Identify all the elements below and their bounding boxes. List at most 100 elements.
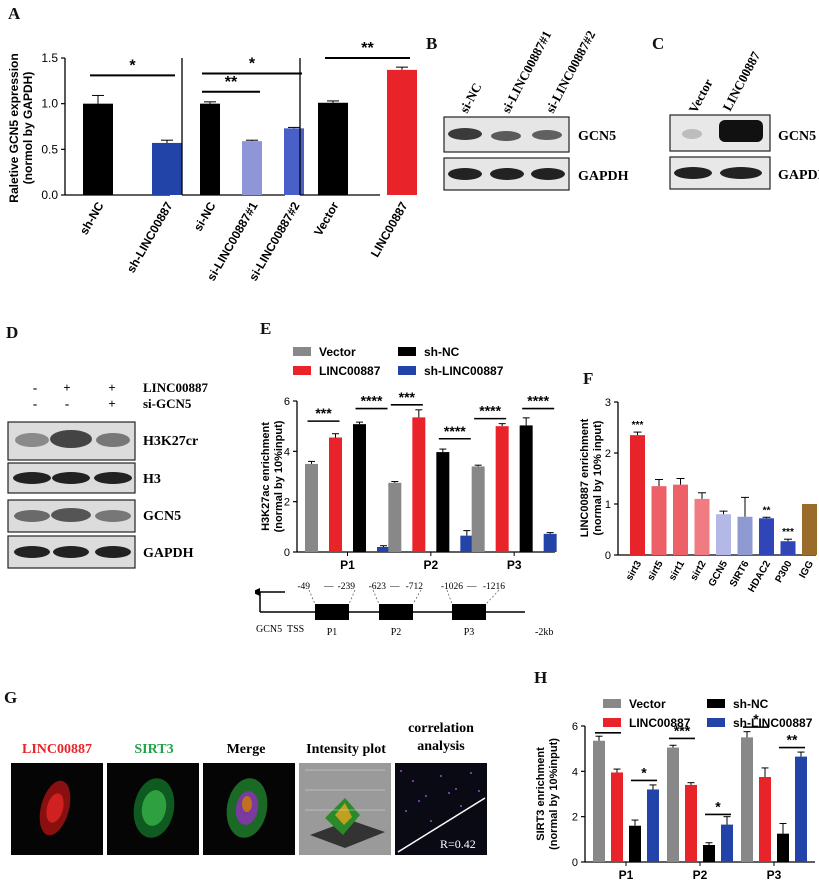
bar xyxy=(329,437,342,552)
x-tick-label: P2 xyxy=(423,558,438,572)
blot-band xyxy=(51,508,91,522)
correlation-title-line1: correlation xyxy=(408,721,474,736)
significance-label: ** xyxy=(225,74,238,91)
y-tick-label: 2 xyxy=(572,812,578,824)
bar xyxy=(716,514,731,555)
blot-c-row-label: GCN5 xyxy=(778,129,816,144)
bar xyxy=(721,824,733,862)
channel-title-linc00887: LINC00887 xyxy=(22,742,92,757)
region-start: -1026 xyxy=(441,582,463,592)
y-tick-label: 1.0 xyxy=(41,97,58,111)
blot-d-row-label: GCN5 xyxy=(143,509,181,524)
y-axis-label: SIRT3 enrichment xyxy=(535,747,547,841)
blot-d-conditions: - + + LINC00887 - - + si-GCN5 xyxy=(33,380,209,411)
tss-arrowhead-icon xyxy=(255,588,260,596)
significance-label: **** xyxy=(527,393,549,409)
bar xyxy=(519,425,533,552)
region-end: -1216 xyxy=(483,582,505,592)
channel-title-sirt3: SIRT3 xyxy=(134,742,173,757)
blot-d-row-label: GAPDH xyxy=(143,546,194,561)
x-tick-label: LINC00887 xyxy=(368,199,411,259)
blot-band xyxy=(682,129,702,139)
region-label-p3: P3 xyxy=(464,627,475,638)
x-tick-label: sh-LINC00887 xyxy=(124,199,176,275)
y-axis-label: (normal by 10%input) xyxy=(548,738,560,850)
significance-label: ** xyxy=(361,40,374,57)
y-tick-label: 3 xyxy=(605,397,611,409)
bar xyxy=(673,484,688,555)
region-label-p1: P1 xyxy=(327,627,338,638)
y-tick-label: 2 xyxy=(605,448,611,460)
bar xyxy=(795,756,807,862)
blot-band xyxy=(14,546,50,558)
legend-label: sh-NC xyxy=(733,697,769,711)
bar xyxy=(353,424,366,552)
x-tick-label: sh-NC xyxy=(77,199,107,237)
blot-band xyxy=(491,131,521,141)
x-tick-label: sirt3 xyxy=(624,559,644,583)
blot-c-lane-label: Vector xyxy=(685,76,715,115)
bar xyxy=(593,740,605,862)
significance-label: ** xyxy=(763,505,771,516)
blot-band xyxy=(50,430,92,448)
panel-letter-c: C xyxy=(652,34,665,53)
bar xyxy=(685,784,697,862)
region-dash: — xyxy=(323,582,334,592)
y-tick-label: 0.5 xyxy=(41,142,58,156)
legend-swatch xyxy=(707,699,725,708)
blot-c-lane-label: LINC00887 xyxy=(719,49,763,114)
bar xyxy=(377,546,390,552)
blot-b-lane-label: si-NC xyxy=(456,80,484,115)
y-axis-label: Raletive GCN5 expression xyxy=(7,53,21,202)
blot-band xyxy=(53,546,89,558)
bar xyxy=(318,102,348,195)
bar xyxy=(611,772,623,862)
x-tick-label: sirt5 xyxy=(646,559,666,583)
bar xyxy=(630,435,645,555)
significance-label: **** xyxy=(361,393,383,409)
legend-label: LINC00887 xyxy=(319,364,381,378)
significance-label: ** xyxy=(787,732,798,748)
bar xyxy=(703,845,715,862)
y-tick-label: 1 xyxy=(605,499,611,511)
legend-swatch xyxy=(707,718,725,727)
panel-b-western-blot: si-NC si-NC si-LINC00887#1 si-LINC00887#… xyxy=(443,30,629,191)
blot-b-lanes: si-NC si-LINC00887#1 si-LINC00887#2 xyxy=(456,30,598,115)
y-axis-label: (normal by 10%input) xyxy=(273,420,285,532)
blot-band xyxy=(95,510,131,522)
y-axis-label: (normal by 10% input) xyxy=(592,420,604,535)
significance-label: *** xyxy=(632,420,644,431)
region-start: -49 xyxy=(297,582,310,592)
blot-band xyxy=(94,472,132,484)
y-axis-label: H3K27ac enrichment xyxy=(260,422,272,531)
blot-band xyxy=(719,120,763,142)
promoter-region-p3 xyxy=(452,604,486,620)
significance-label: *** xyxy=(674,722,691,738)
panel-h-chart: SIRT3 enrichment (normal by 10%input) 0 2 4 6… xyxy=(535,697,815,882)
tss-arrow-icon xyxy=(259,591,285,612)
significance-label: **** xyxy=(479,403,501,419)
region-end: -239 xyxy=(338,582,356,592)
panel-letter-b: B xyxy=(426,34,438,53)
bar xyxy=(83,103,113,195)
blot-b-row-label: GCN5 xyxy=(578,129,616,144)
region-dash: — xyxy=(466,582,477,592)
blot-band xyxy=(448,168,482,180)
y-tick-label: 4 xyxy=(572,766,578,778)
significance-label: * xyxy=(715,798,721,814)
blot-c-row-label: GAPDH xyxy=(778,168,819,183)
panel-letter-e: E xyxy=(260,319,272,338)
correlation-r-value: R=0.42 xyxy=(440,837,476,851)
panel-letter-g: G xyxy=(4,688,18,707)
x-tick-label: IGG xyxy=(797,559,816,581)
x-tick-label: P1 xyxy=(619,868,634,882)
end-label: -2kb xyxy=(535,627,553,638)
bar xyxy=(741,737,753,862)
channel-title-merge: Merge xyxy=(227,742,266,757)
y-tick-label: 1.5 xyxy=(41,51,58,65)
y-tick-label: 2 xyxy=(284,497,290,509)
bar xyxy=(759,518,774,555)
condition-label: si-GCN5 xyxy=(143,396,192,411)
blot-band xyxy=(13,472,51,484)
bar xyxy=(647,789,659,862)
